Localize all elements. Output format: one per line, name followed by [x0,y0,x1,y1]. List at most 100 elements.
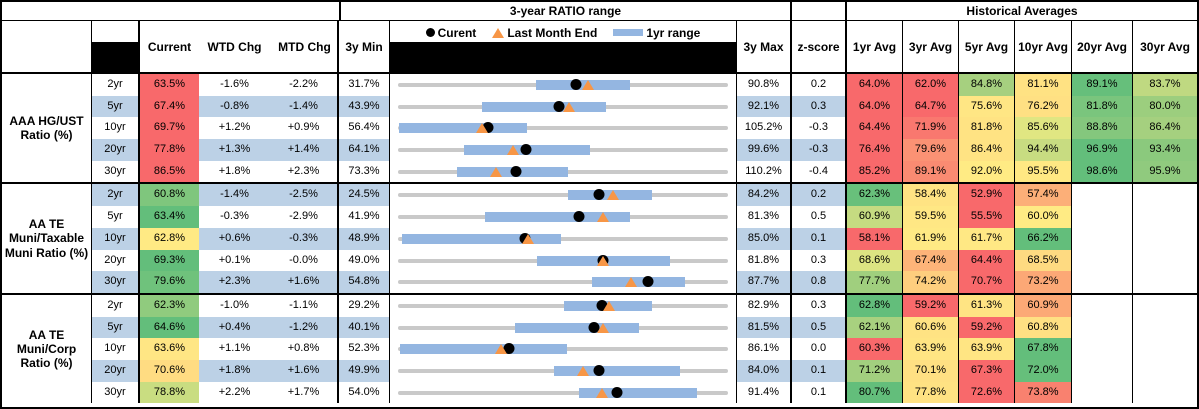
cell-3y-min: 43.9% [339,95,390,118]
cell-1yr-avg: 77.7% [847,271,903,293]
one-year-range-bar [481,101,607,112]
last-month-marker-triangle-icon [582,80,595,90]
cell-20yr-avg: 88.8% [1072,117,1133,140]
cell-3y-min: 54.8% [339,271,390,293]
table-body: AAA HG/UST Ratio (%) 2yr 63.5% -1.6% -2.2% 31… [2,74,1197,404]
cell-current: 63.5% [140,74,199,96]
legend-current-label: Curent [437,25,477,40]
cell-3y-min: 29.2% [339,294,390,317]
cell-30yr-avg [1133,295,1197,317]
table-row: 10yr 69.7% +1.2% +0.9% 56.4% 105.2% -0.3 64.4% 7… [92,117,1197,140]
table-row: 10yr 63.6% +1.1% +0.8% 52.3% 86.1% 0.0 60.3% 63.… [92,338,1197,360]
cell-5yr-avg: 75.6% [959,95,1015,118]
group-rows: 2yr 62.3% -1.0% -1.1% 29.2% 82.9% 0.3 62.8% 59.2… [92,294,1197,404]
one-year-range-bar [592,277,685,288]
last-month-marker-triangle-icon [577,365,590,376]
cell-mtd-chg: +1.4% [270,139,339,161]
row-tenor-label: 5yr [92,316,140,339]
range-track-line [398,236,728,241]
cell-3y-min: 40.1% [339,316,390,339]
column-header-current: Current [147,39,192,54]
column-header-10yr-avg: 10yr Avg [1015,21,1072,72]
table-row: 30yr 86.5% +1.8% +2.3% 73.3% 110.2% -0.4 85.2% 8… [92,160,1197,183]
cell-3yr-avg: 59.2% [903,294,959,317]
cell-z-score: 0.3 [792,249,847,272]
cell-1yr-avg: 62.8% [847,294,903,317]
cell-3y-max: 84.0% [737,359,792,382]
column-header-30yr-avg: 30yr Avg [1140,39,1190,54]
range-chart [390,381,737,404]
last-month-marker-triangle-icon [506,145,519,156]
cell-30yr-avg: 93.4% [1133,139,1197,161]
column-header-3yr-avg: 3yr Avg [903,21,959,72]
cell-3yr-avg: 59.5% [903,206,959,228]
range-chart [390,227,737,250]
cell-20yr-avg [1072,271,1133,293]
cell-1yr-avg: 85.2% [847,160,903,183]
column-header-3y-max: 3y Max [737,21,792,72]
cell-5yr-avg: 81.8% [959,117,1015,140]
cell-20yr-avg [1072,359,1133,382]
group-label: AA TE Muni/Taxable Muni Ratio (%) [2,184,92,293]
cell-20yr-avg: 98.6% [1072,160,1133,183]
cell-z-score: -0.3 [792,139,847,161]
one-year-range-bar [398,123,527,134]
cell-3yr-avg: 74.2% [903,271,959,293]
cell-20yr-avg: 81.8% [1072,95,1133,118]
cell-30yr-avg [1133,271,1197,293]
cell-3y-min: 24.5% [339,184,390,207]
cell-wtd-chg: +1.8% [199,359,270,382]
column-header-3y-min: 3y Min [339,21,390,72]
cell-20yr-avg [1072,249,1133,272]
cell-30yr-avg [1133,360,1197,382]
range-track-line [398,126,728,131]
row-tenor-label: 5yr [92,206,140,228]
cell-30yr-avg: 86.4% [1133,117,1197,140]
cell-3yr-avg: 60.6% [903,316,959,339]
cell-3y-max: 92.1% [737,95,792,118]
black-fill-cell [390,42,736,72]
cell-10yr-avg: 73.2% [1015,271,1072,293]
cell-current: 69.3% [140,249,199,272]
cell-z-score: 0.5 [792,316,847,339]
cell-30yr-avg: 95.9% [1133,160,1197,183]
cell-z-score: -0.4 [792,160,847,183]
cell-z-score: 0.0 [792,338,847,360]
current-marker-dot-icon [570,79,582,90]
cell-3yr-avg: 77.8% [903,381,959,404]
cell-30yr-avg [1133,206,1197,228]
ratio-range-title: 3-year RATIO range [339,2,792,20]
cell-current: 79.6% [140,271,199,293]
cell-current: 63.6% [140,338,199,360]
cell-mtd-chg: +1.7% [270,381,339,404]
cell-10yr-avg: 68.5% [1015,249,1072,272]
cell-1yr-avg: 62.1% [847,316,903,339]
top-header-band: 3-year RATIO range Historical Averages [2,2,1197,21]
current-marker-dot-icon [642,276,653,288]
cell-10yr-avg: 57.4% [1015,184,1072,207]
cell-3yr-avg: 89.1% [903,160,959,183]
cell-3y-min: 73.3% [339,160,390,183]
cell-10yr-avg: 73.8% [1015,381,1072,404]
range-chart [390,338,737,360]
one-year-range-bar [554,365,681,376]
cell-wtd-chg: +1.1% [218,342,251,355]
cell-5yr-avg: 52.9% [959,184,1015,207]
row-tenor-label: 10yr [92,338,140,360]
cell-20yr-avg [1072,227,1133,250]
last-month-marker-triangle-icon [602,300,615,311]
table-row: 2yr 60.8% -1.4% -2.5% 24.5% 84.2% 0.2 62.3% 58.4… [92,184,1197,207]
cell-30yr-avg [1133,382,1197,404]
cell-current: 63.4% [140,206,199,228]
row-tenor-label: 2yr [92,294,140,317]
cell-20yr-avg [1072,294,1133,317]
last-month-marker-triangle-icon [522,233,535,244]
one-year-range-bar [485,212,630,223]
table-row: 30yr 78.8% +2.2% +1.7% 54.0% 91.4% 0.1 80.7% 77.… [92,381,1197,404]
cell-wtd-chg: +0.1% [218,253,251,266]
table-row: 2yr 63.5% -1.6% -2.2% 31.7% 90.8% 0.2 64.0% 62.0… [92,74,1197,96]
cell-3y-max: 110.2% [737,160,792,183]
one-year-range-bar [399,344,568,355]
group-label-header [2,21,92,72]
